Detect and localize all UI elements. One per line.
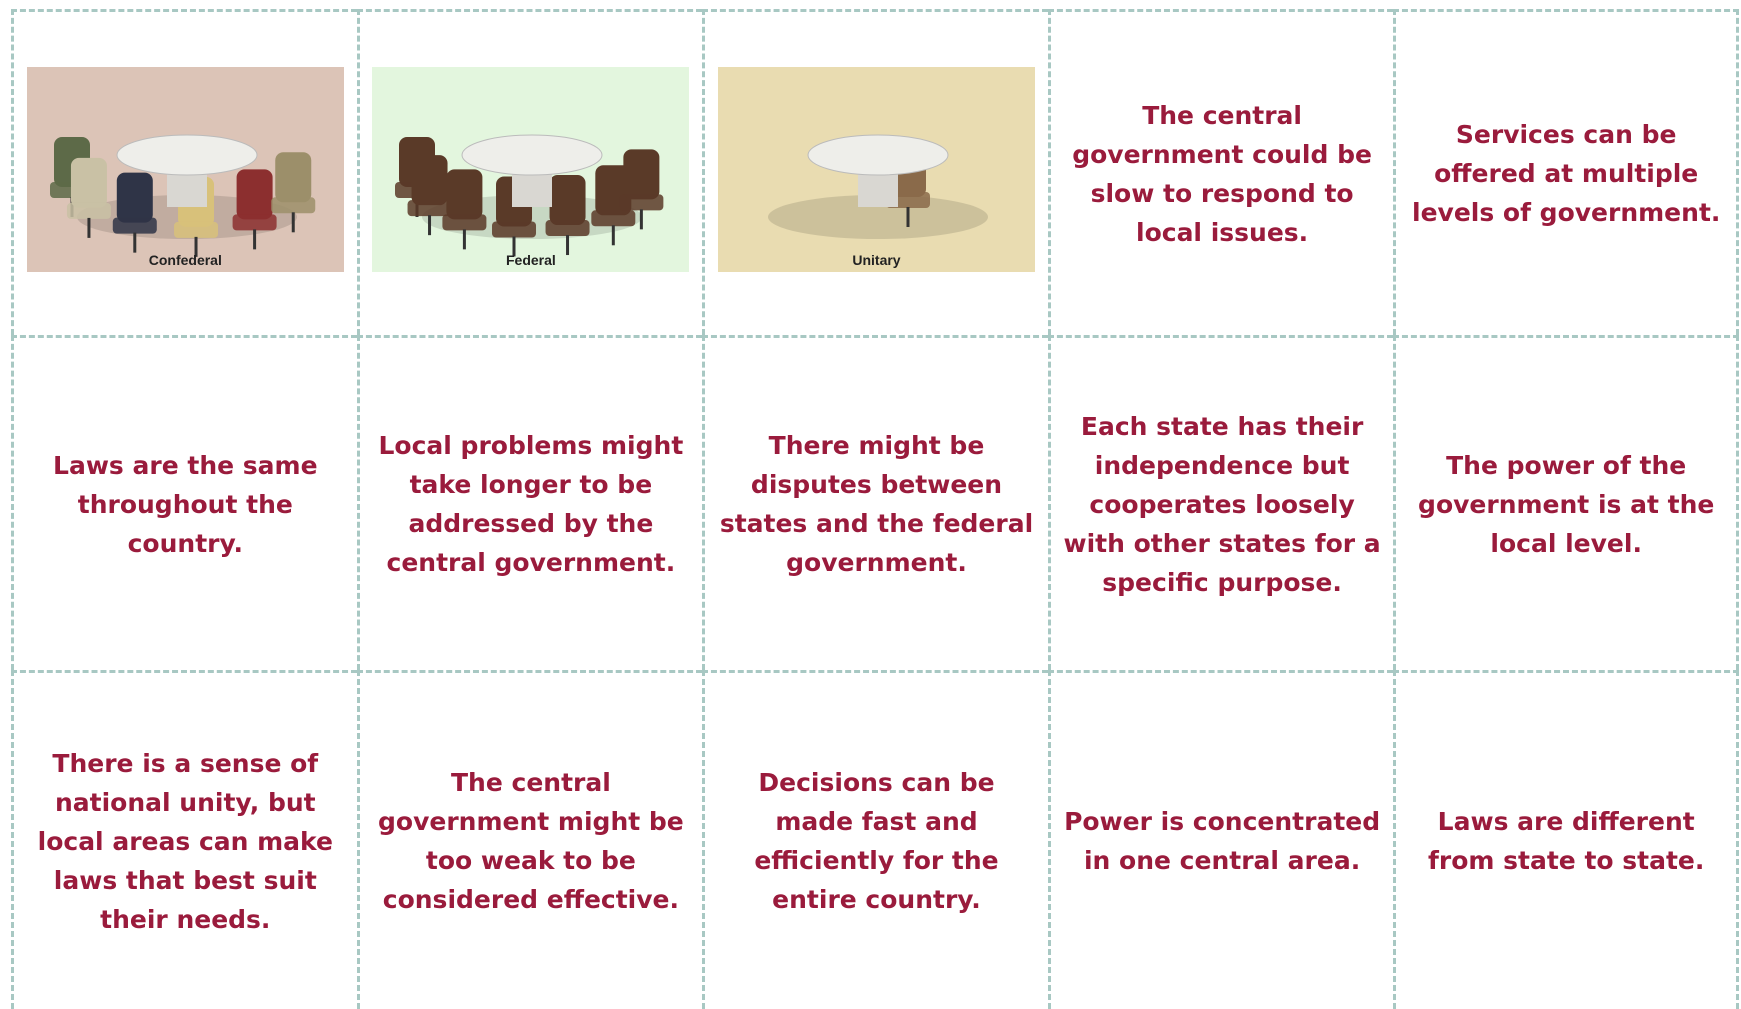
illustration: [372, 67, 690, 272]
card: Laws are the same throughout the country…: [11, 335, 357, 670]
card-text: There might be disputes between states a…: [719, 431, 1034, 577]
image-card: Confederal: [26, 67, 344, 272]
card-text: Services can be offered at multiple leve…: [1412, 120, 1721, 227]
card: Federal: [356, 9, 703, 335]
card: Confederal: [11, 9, 357, 335]
card-text: The central government could be slow to …: [1072, 100, 1372, 247]
card-text: Decisions can be made fast and efficient…: [754, 768, 999, 914]
card-text: Laws are the same throughout the country…: [53, 450, 318, 558]
card-text: The central government might be too weak…: [378, 768, 684, 914]
image-card: Unitary: [717, 67, 1035, 272]
card: The central government could be slow to …: [1047, 9, 1394, 335]
card: Laws are different from state to state.: [1393, 670, 1739, 1009]
image-caption: Federal: [505, 252, 556, 268]
card: The central government might be too weak…: [356, 670, 703, 1009]
card-text: The power of the government is at the lo…: [1418, 450, 1715, 558]
card: Unitary: [702, 9, 1048, 335]
card: The power of the government is at the lo…: [1393, 335, 1739, 670]
image-caption: Unitary: [852, 252, 901, 268]
card: There is a sense of national unity, but …: [11, 670, 357, 1009]
image-caption: Confederal: [148, 252, 222, 268]
card-text: Each state has their independence but co…: [1063, 411, 1381, 597]
card-text: Laws are different from state to state.: [1428, 807, 1705, 875]
card-text: Power is concentrated in one central are…: [1064, 807, 1381, 875]
card-text: Local problems might take longer to be a…: [378, 431, 684, 577]
illustration: [717, 67, 1035, 272]
card: Power is concentrated in one central are…: [1047, 670, 1394, 1009]
card: Services can be offered at multiple leve…: [1393, 9, 1739, 335]
illustration: [26, 67, 344, 272]
card: Local problems might take longer to be a…: [356, 335, 703, 670]
card-text: There is a sense of national unity, but …: [37, 748, 333, 934]
card: Decisions can be made fast and efficient…: [702, 670, 1048, 1009]
image-card: Federal: [372, 67, 690, 272]
card: Each state has their independence but co…: [1047, 335, 1394, 670]
card: There might be disputes between states a…: [702, 335, 1048, 670]
card-grid: Confederal Federal: [11, 9, 1739, 1009]
